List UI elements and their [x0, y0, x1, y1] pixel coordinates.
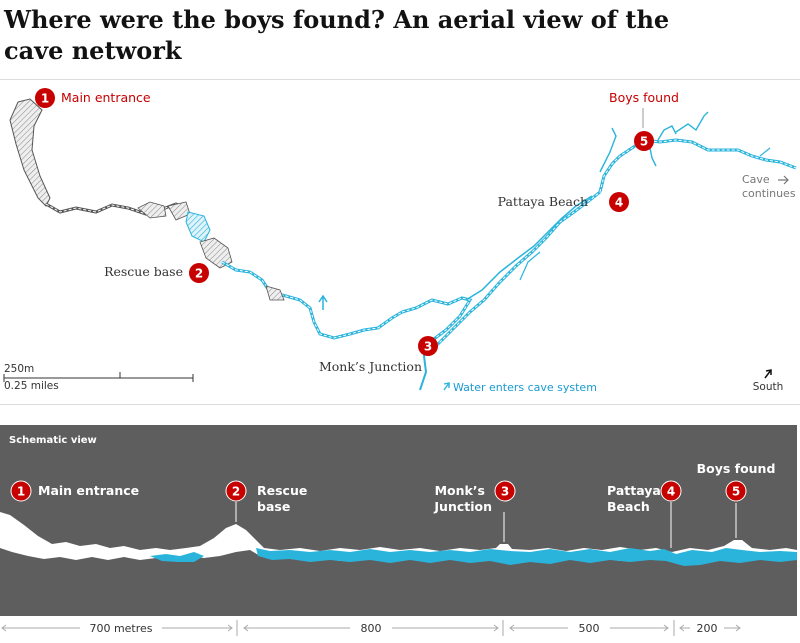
schematic-label-monks-2: Junction: [433, 499, 492, 514]
svg-text:3: 3: [501, 485, 509, 499]
chamber-hatch-1: [137, 201, 167, 219]
schematic-panel: [0, 425, 797, 616]
schematic-marker-1: 1: [10, 480, 32, 502]
distance-4: 200: [697, 622, 718, 635]
label-orientation: South: [753, 381, 784, 393]
branch-north: [599, 127, 617, 173]
label-rescue-base: Rescue base: [104, 264, 183, 279]
side-channel: [519, 251, 541, 281]
schematic-label-main-entrance: Main entrance: [38, 483, 139, 498]
marker-monks-junction: 3: [418, 336, 438, 356]
marker-main-entrance: 1: [35, 88, 55, 108]
schematic-label-pattaya-2: Beach: [607, 499, 650, 514]
entrance-passage: [45, 202, 189, 216]
parallel-passage: [465, 195, 593, 301]
passage-continues: [643, 138, 797, 170]
label-pattaya-beach: Pattaya Beach: [498, 194, 588, 209]
flow-arrow-icon: [318, 294, 328, 310]
distance-3: 500: [579, 622, 600, 635]
schematic-label-monks-1: Monk’s: [435, 483, 485, 498]
distance-2: 800: [361, 622, 382, 635]
svg-text:5: 5: [732, 485, 740, 499]
schematic-label-pattaya-1: Pattaya: [607, 483, 661, 498]
label-main-entrance: Main entrance: [61, 90, 151, 105]
headline: Where were the boys found? An aerial vie…: [4, 5, 670, 65]
branch-down: [649, 147, 657, 167]
top-divider: [0, 79, 800, 80]
schematic-cave-water: [150, 548, 797, 566]
label-monks-junction: Monk’s Junction: [319, 359, 422, 374]
svg-text:2: 2: [195, 267, 203, 281]
svg-text:4: 4: [667, 485, 675, 499]
scale-miles: 0.25 miles: [4, 380, 59, 392]
junction-loop: [401, 296, 473, 344]
branch-tail: [759, 147, 771, 157]
svg-text:1: 1: [17, 485, 25, 499]
orientation-arrow-icon: [764, 369, 772, 379]
passage-to-junction: [221, 260, 403, 340]
marker-rescue-base: 2: [189, 263, 209, 283]
marker-pattaya-beach: 4: [609, 192, 629, 212]
inlet-arrow-icon: [443, 382, 450, 391]
svg-text:2: 2: [232, 485, 240, 499]
schematic-view: Schematic view 1 Main entrance 2 Rescue …: [0, 425, 797, 616]
aerial-map: 1 Main entrance 2 Rescue base 3 Monk’s J…: [3, 88, 797, 394]
distance-bar: [1, 620, 741, 636]
branch-up: [657, 111, 709, 141]
schematic-marker-4: 4: [660, 480, 682, 502]
svg-text:3: 3: [424, 340, 432, 354]
schematic-label-rescue-2: base: [257, 499, 290, 514]
label-cave-continues-2: continues: [742, 187, 796, 200]
svg-text:1: 1: [41, 92, 49, 106]
schematic-cave-air: [0, 512, 797, 561]
schematic-label-boys-found: Boys found: [697, 461, 776, 476]
label-cave-continues-1: Cave: [742, 173, 770, 186]
rescue-chamber: [199, 237, 233, 269]
hatch-segment: [265, 285, 285, 301]
marker-boys-found: 5: [634, 131, 654, 151]
mid-divider: [0, 404, 800, 405]
schematic-marker-3: 3: [494, 480, 516, 502]
scale-metres: 250m: [4, 363, 34, 375]
label-boys-found: Boys found: [609, 90, 679, 105]
svg-text:4: 4: [615, 196, 623, 210]
schematic-marker-5: 5: [725, 480, 747, 502]
passage-to-pattaya: [434, 190, 601, 348]
svg-text:5: 5: [640, 135, 648, 149]
flooded-chamber: [185, 211, 211, 243]
schematic-marker-2: 2: [225, 480, 247, 502]
distance-1: 700 metres: [89, 622, 152, 635]
arrow-right-icon: [778, 175, 789, 185]
label-water-enters: Water enters cave system: [453, 381, 597, 394]
entrance-chamber: [9, 98, 51, 207]
schematic-label-rescue-1: Rescue: [257, 483, 307, 498]
schematic-title: Schematic view: [9, 435, 97, 446]
